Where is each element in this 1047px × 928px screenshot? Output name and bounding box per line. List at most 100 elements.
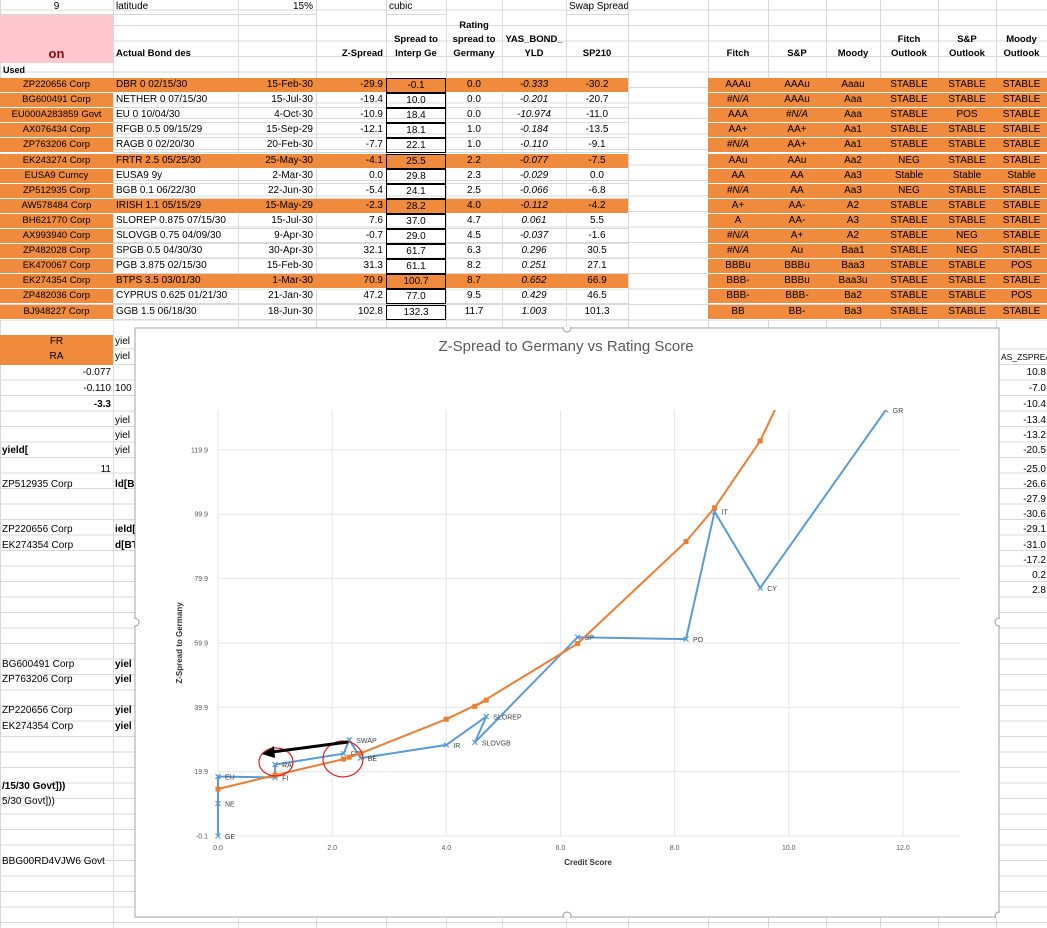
side-cell: -0.110: [83, 383, 111, 394]
data-cell: 2.2: [446, 153, 502, 169]
data-cell: 29.8: [386, 168, 446, 184]
resize-handle[interactable]: [562, 327, 572, 333]
data-cell: Aa3: [826, 183, 880, 199]
data-cell: 27.1: [566, 259, 628, 275]
data-cell: -0.112: [502, 198, 566, 214]
side-cell: ZP220656 Corp: [2, 524, 73, 535]
data-cell: ZP512935 Corp: [0, 183, 113, 199]
data-cell: STABLE: [880, 123, 938, 139]
data-cell: 30-Apr-30: [238, 244, 316, 260]
data-cell: A3: [826, 213, 880, 229]
header-cell: Moody: [837, 48, 869, 59]
data-cell: SLOVGB 0.75 04/09/30: [113, 229, 238, 245]
data-cell: STABLE: [996, 304, 1047, 320]
side-cell: ield[: [115, 524, 135, 535]
data-cell: 4.0: [446, 198, 502, 214]
data-cell: 0.652: [502, 274, 566, 290]
side-cell: yiel: [115, 415, 131, 426]
point-label: SLOVGB: [482, 740, 511, 747]
side-cell: -30.6: [1023, 509, 1046, 520]
data-cell: ZP220656 Corp: [0, 78, 113, 94]
point-marker: [683, 636, 689, 643]
annotation-circle: [258, 747, 294, 777]
data-cell: EU 0 10/04/30: [113, 108, 238, 124]
data-cell: -20.7: [566, 93, 628, 109]
point-marker: [574, 634, 581, 641]
side-cell: EK274354 Corp: [2, 540, 74, 551]
resize-handle[interactable]: [134, 617, 140, 627]
data-cell: 20-Feb-30: [238, 138, 316, 154]
chart-frame: [134, 327, 1000, 918]
data-cell: 18-Jun-30: [238, 305, 316, 320]
data-cell: 25.5: [386, 153, 446, 169]
point-label: CY: [767, 586, 777, 593]
data-cell: AA: [708, 168, 768, 184]
data-cell: NEG: [938, 244, 996, 260]
data-cell: -5.4: [316, 184, 386, 199]
data-cell: 0.0: [316, 169, 386, 184]
point-label: SP: [585, 635, 595, 642]
resize-handle[interactable]: [994, 617, 1000, 627]
data-cell: -30.2: [566, 78, 628, 94]
data-cell: -0.333: [502, 78, 566, 94]
data-cell: AA+: [708, 123, 768, 139]
data-cell: AX993940 Corp: [0, 229, 113, 245]
point-label: FI: [282, 775, 288, 782]
y-tick-label: 99.9: [194, 512, 208, 519]
data-cell: STABLE: [996, 183, 1047, 199]
header-cell: Moody Outlook: [1003, 34, 1040, 59]
data-cell: STABLE: [880, 213, 938, 229]
data-cell: POS: [996, 259, 1047, 275]
data-cell: ZP482028 Corp: [0, 244, 113, 260]
point-label: PO: [693, 637, 704, 644]
data-cell: STABLE: [880, 229, 938, 245]
data-cell: 1.003: [502, 305, 566, 320]
data-cell: 0.0: [446, 78, 502, 94]
data-cell: STABLE: [938, 153, 996, 169]
data-cell: 15-Feb-30: [238, 259, 316, 275]
data-cell: 18.1: [386, 123, 446, 139]
side-cell: BG600491 Corp: [2, 659, 75, 670]
data-cell: STABLE: [996, 108, 1047, 124]
data-cell: AAAu: [708, 78, 768, 94]
side-cell: yiel: [115, 705, 132, 716]
data-cell: Aa3: [826, 168, 880, 184]
side-cell: yiel: [115, 445, 131, 456]
data-cell: 132.3: [386, 304, 446, 320]
data-cell: STABLE: [938, 274, 996, 290]
cell: cubic: [386, 0, 446, 15]
data-cell: Baa3u: [826, 274, 880, 290]
column-line: [0, 0, 1, 928]
data-cell: NEG: [880, 183, 938, 199]
side-cell: 11: [100, 464, 111, 475]
side-cell: ZP220656 Corp: [2, 705, 73, 716]
data-cell: 15-Feb-30: [238, 78, 316, 94]
side-cell: ZP763206 Corp: [2, 674, 73, 685]
data-cell: STABLE: [996, 244, 1047, 260]
x-axis-title: Credit Score: [564, 858, 612, 867]
data-cell: 18.4: [386, 108, 446, 124]
data-cell: -13.5: [566, 123, 628, 139]
data-cell: AA+: [768, 138, 826, 154]
point-label: NE: [225, 802, 235, 809]
data-cell: Aaa: [826, 108, 880, 124]
data-cell: 21-Jan-30: [238, 289, 316, 305]
data-cell: 15-Sep-29: [238, 123, 316, 139]
data-cell: AW578484 Corp: [0, 198, 113, 214]
data-cell: STABLE: [938, 304, 996, 320]
header-cell: SP210: [582, 48, 612, 59]
data-cell: 2-Mar-30: [238, 169, 316, 184]
data-cell: Aaau: [826, 78, 880, 94]
side-cell: yiel: [115, 721, 132, 732]
data-cell: #N/A: [768, 108, 826, 124]
side-cell: 5/30 Govt])): [2, 796, 55, 807]
resize-handle[interactable]: [562, 911, 572, 918]
data-cell: 6.3: [446, 244, 502, 260]
data-cell: 1.0: [446, 123, 502, 139]
data-cell: Baa1: [826, 244, 880, 260]
data-cell: Stable: [880, 168, 938, 184]
point-label: GE: [225, 834, 235, 841]
side-cell: yiel: [115, 336, 131, 347]
resize-handle[interactable]: [994, 911, 1000, 918]
